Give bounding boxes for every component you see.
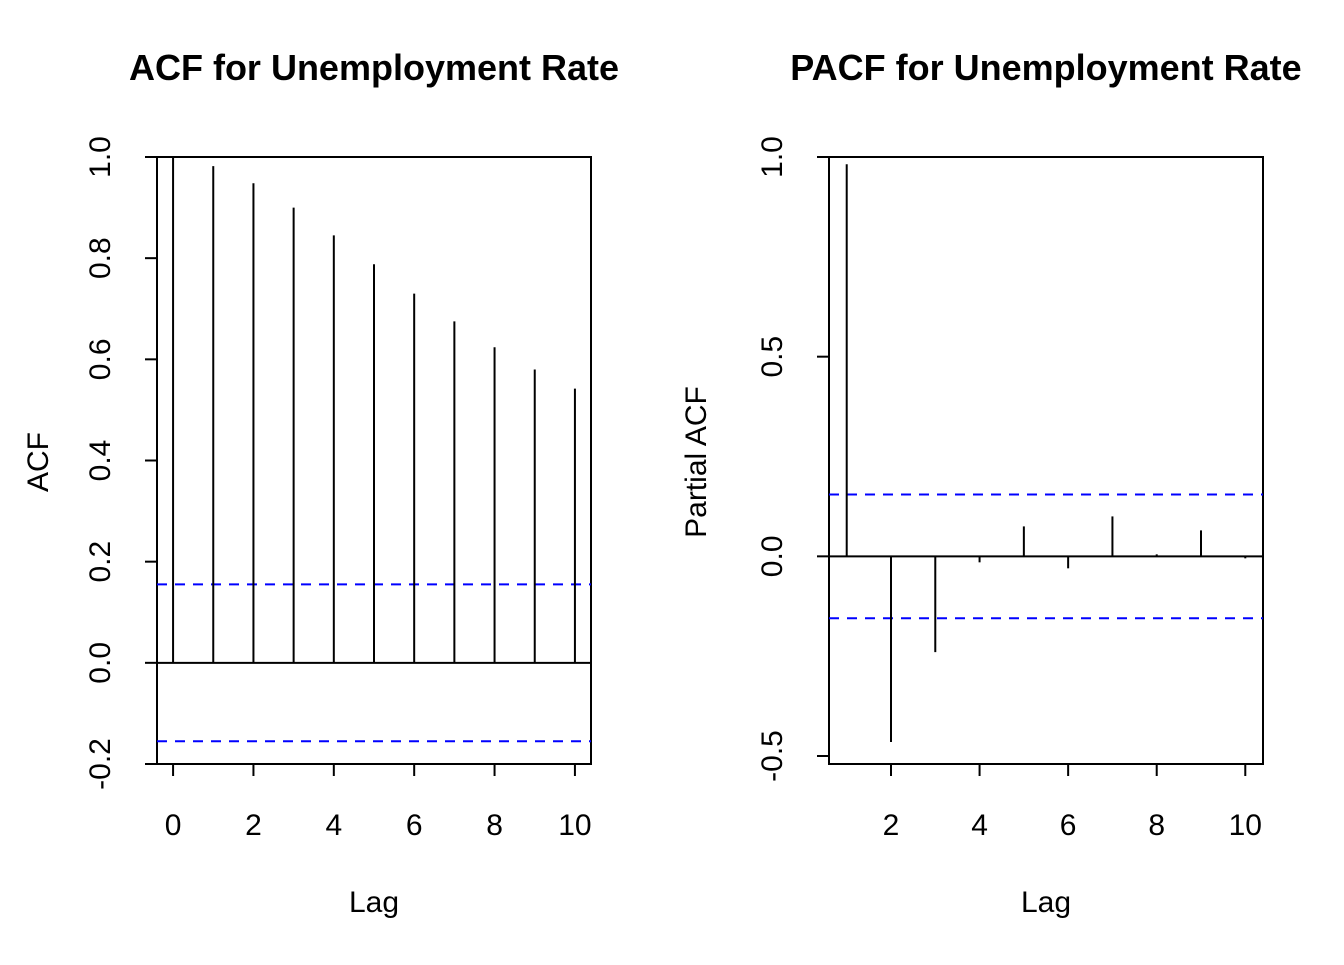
acf-y-tick-label: 0.2 [84, 541, 117, 583]
pacf-plot-frame [828, 156, 1264, 765]
acf-ticks: 0 2 4 6 8 10 -0.2 0.0 0.2 0.4 0.6 0.8 1.0 [84, 136, 592, 842]
pacf-y-tick-label: 0.0 [756, 535, 789, 577]
pacf-x-tick-label: 10 [1229, 809, 1262, 842]
pacf-x-tick-label: 6 [1060, 809, 1077, 842]
acf-bars [172, 157, 576, 663]
acf-x-tick-label: 2 [245, 809, 262, 842]
pacf-y-axis-label: Partial ACF [680, 386, 713, 538]
acf-x-tick-label: 0 [165, 809, 182, 842]
acf-x-tick-label: 4 [325, 809, 342, 842]
pacf-y-tick-label: 0.5 [756, 336, 789, 378]
pacf-bars [845, 164, 1247, 743]
pacf-guides [829, 493, 1263, 620]
pacf-x-tick-label: 4 [971, 809, 988, 842]
acf-y-tick-label: -0.2 [84, 738, 117, 790]
acf-x-tick-label: 6 [406, 809, 423, 842]
acf-y-tick-label: 0.0 [84, 642, 117, 684]
pacf-x-axis-label: Lag [1021, 886, 1071, 919]
acf-y-axis-label: ACF [22, 432, 55, 492]
acf-y-tick-label: 1.0 [84, 136, 117, 178]
acf-x-tick-label: 8 [486, 809, 503, 842]
acf-title: ACF for Unemployment Rate [129, 47, 619, 88]
pacf-x-tick-label: 8 [1148, 809, 1165, 842]
acf-y-tick-label: 0.8 [84, 237, 117, 279]
pacf-y-tick-label: -0.5 [756, 730, 789, 782]
pacf-y-tick-label: 1.0 [756, 136, 789, 178]
acf-x-tick-label: 10 [558, 809, 591, 842]
pacf-x-tick-label: 2 [883, 809, 900, 842]
acf-y-tick-label: 0.4 [84, 440, 117, 482]
pacf-panel: PACF for Unemployment Rate Lag Partial A… [680, 47, 1302, 919]
acf-x-axis-label: Lag [349, 886, 399, 919]
acf-panel: ACF for Unemployment Rate Lag ACF 0 2 4 6 8 1… [22, 47, 619, 919]
pacf-title: PACF for Unemployment Rate [790, 47, 1301, 88]
acf-y-tick-label: 0.6 [84, 338, 117, 380]
pacf-ticks: 2 4 6 8 10 -0.5 0.0 0.5 1.0 [756, 136, 1262, 842]
